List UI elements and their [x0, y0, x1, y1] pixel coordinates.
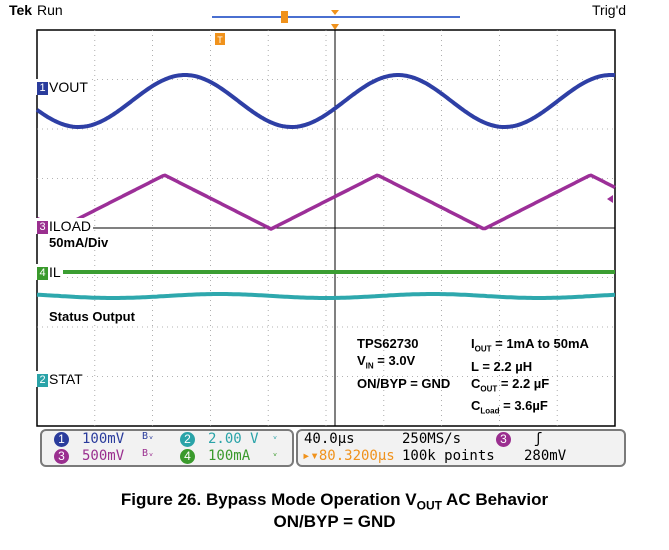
- ch3-label[interactable]: 3 ILOAD: [35, 218, 94, 234]
- horizontal-readout[interactable]: 40.0µs 250MS/s 3 ʃ ▸▾80.3200µs 100k poin…: [296, 429, 626, 467]
- trigger-t-icon: [215, 33, 225, 45]
- trigger-source-badge[interactable]: 3: [496, 432, 511, 447]
- ch1-badge[interactable]: 1: [54, 432, 69, 447]
- readout-panel: 1 100mV Bᵥ 2 2.00 V ᵥ 3 500mV Bᵥ 4 100mA…: [40, 428, 626, 467]
- ch1-scale: 100mV: [82, 431, 125, 447]
- vertical-readout[interactable]: 1 100mV Bᵥ 2 2.00 V ᵥ 3 500mV Bᵥ 4 100mA…: [40, 429, 294, 467]
- test-conditions-right: IOUT = 1mA to 50mA L = 2.2 µH COUT = 2.2…: [471, 336, 589, 416]
- ch3-scale: 500mV: [82, 448, 125, 464]
- ch4-bw-icon: ᵥ: [272, 448, 279, 459]
- ch4-badge[interactable]: 4: [180, 449, 195, 464]
- ch3-badge[interactable]: 3: [54, 449, 69, 464]
- trigger-status: Trig'd: [592, 2, 627, 18]
- brand-label: Tek: [9, 2, 33, 18]
- record-window-marker: [281, 11, 288, 23]
- trigger-position-arrow: [331, 10, 339, 15]
- sample-rate: 250MS/s: [402, 431, 462, 447]
- figure-caption-line2: ON/BYP = GND: [273, 512, 396, 531]
- waveform-graticule: T: [35, 10, 616, 427]
- trigger-point-marker: [331, 24, 339, 30]
- ch2-badge[interactable]: 2: [180, 432, 195, 447]
- trigger-level: 280mV: [524, 448, 567, 464]
- trigger-position: ▸▾80.3200µs: [302, 448, 395, 464]
- record-length: 100k points: [402, 448, 495, 464]
- svg-text:T: T: [217, 35, 223, 45]
- ch3-iload-trace: [36, 173, 616, 231]
- acquisition-state: Run: [37, 2, 63, 18]
- test-conditions-left: TPS62730 VIN = 3.0V ON/BYP = GND: [357, 336, 451, 391]
- ch4-label[interactable]: 4 IL: [35, 264, 63, 280]
- oscilloscope-screen: Tek Run Trig'd T 1 VOUT 3 ILOAD 4 IL 2 STAT …: [9, 2, 627, 467]
- timebase: 40.0µs: [304, 431, 355, 447]
- iload-scale-note: 50mA/Div: [49, 235, 109, 250]
- ch4-scale: 100mA: [208, 448, 251, 464]
- ch3-bw-icon: Bᵥ: [142, 448, 155, 459]
- ch1-vout-trace: [35, 73, 616, 129]
- figure-caption-line1: Figure 26. Bypass Mode Operation VOUT AC…: [120, 490, 549, 513]
- ch2-scale: 2.00 V: [208, 431, 259, 447]
- ch2-bw-icon: ᵥ: [272, 431, 279, 442]
- ch2-cyan-trace: [36, 292, 616, 300]
- ch3-offset-arrow: [607, 195, 613, 203]
- trigger-slope-icon: ʃ: [534, 431, 543, 447]
- ch2-label[interactable]: 2 STAT: [35, 371, 85, 387]
- ch1-label[interactable]: 1 VOUT: [35, 79, 90, 95]
- ch1-bw-icon: Bᵥ: [142, 431, 155, 442]
- status-output-note: Status Output: [49, 309, 135, 324]
